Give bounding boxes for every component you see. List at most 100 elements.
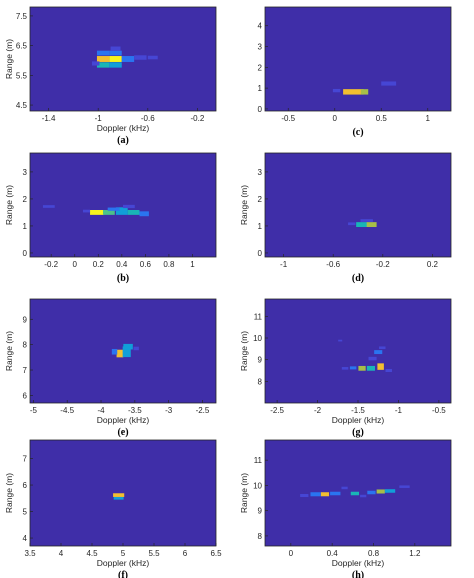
panel-caption-g: (g)	[352, 427, 364, 438]
x-tick-label-a-0: -1.4	[42, 114, 56, 123]
heatmap-cell-g-1	[366, 365, 375, 371]
x-tick-label-b-5: 0.8	[163, 260, 175, 269]
y-tick-label-d-1: 1	[258, 222, 263, 231]
heatmap-cell-b-3	[127, 210, 140, 215]
x-tick-label-b-3: 0.4	[116, 260, 128, 269]
y-tick-label-h-2: 10	[253, 481, 262, 490]
y-tick-label-e-0: 6	[23, 391, 28, 400]
x-tick-label-c-1: 0	[333, 114, 338, 123]
plot-area-c	[265, 7, 451, 111]
y-tick-label-g-0: 8	[258, 377, 263, 386]
heatmap-cell-a-10	[92, 61, 100, 66]
heatmap-cells-c	[332, 81, 397, 95]
heatmap-cell-g-9	[338, 339, 343, 342]
heatmap-cell-a-6	[121, 56, 135, 62]
heatmap-cells-b	[42, 204, 149, 217]
heatmap-cell-a-9	[110, 46, 121, 51]
y-tick-label-a-0: 4.5	[16, 101, 28, 110]
x-tick-label-b-6: 1	[190, 260, 195, 269]
x-tick-label-f-5: 6	[183, 549, 188, 558]
x-tick-label-h-1: 0.4	[327, 549, 339, 558]
y-tick-label-h-3: 11	[254, 456, 263, 465]
axes-frame-h	[264, 439, 452, 547]
y-tick-label-f-3: 7	[23, 455, 28, 464]
x-tick-label-e-3: -3.5	[128, 406, 142, 415]
x-tick-label-d-2: -0.2	[376, 260, 390, 269]
heatmap-cell-h-5	[384, 489, 396, 493]
y-tick-label-c-0: 0	[258, 105, 263, 114]
x-tick-label-d-0: -1	[280, 260, 288, 269]
heatmap-cell-e-3	[111, 348, 118, 355]
x-tick-label-h-3: 1.2	[409, 549, 421, 558]
panel-caption-e: (e)	[117, 427, 128, 438]
x-tick-label-f-0: 3.5	[24, 549, 36, 558]
panel-b: -0.2 0 0.2 0.4 0.6 0.8 1 0 1 2 3 Range (m) (b)	[4, 152, 217, 284]
heatmap-cell-b-7	[42, 205, 55, 208]
x-tick-label-c-3: 1	[426, 114, 431, 123]
heatmap-cell-h-7	[399, 485, 410, 488]
panel-c: -0.5 0 0.5 1 0 1 2 3 4 (c)	[258, 6, 452, 138]
panel-a: -1.4 -1 -0.6 -0.2 4.5 5.5 6.5 7.5 Doppler (kHz) R…	[4, 6, 217, 146]
plot-area-d	[265, 153, 451, 257]
panel-h: 0 0.4 0.8 1.2 8 9 10 11 Doppler (kHz) Range (m) (h…	[239, 439, 452, 578]
y-axis-label-e: Range (m)	[4, 331, 14, 371]
heatmap-cell-g-4	[349, 366, 357, 370]
panel-f: 3.5 4 4.5 5 5.5 6 6.5 4 5 6 7 Doppler (kHz) Range (m…	[4, 439, 222, 578]
heatmap-cell-b-8	[82, 209, 91, 213]
heatmap-cell-g-6	[368, 356, 377, 361]
y-tick-label-c-3: 3	[258, 43, 263, 52]
heatmap-cell-c-1	[360, 89, 369, 95]
heatmap-cell-c-2	[381, 81, 397, 86]
heatmap-cell-h-3	[350, 491, 360, 496]
heatmap-cell-f-1	[113, 496, 124, 500]
x-tick-label-a-3: -0.2	[191, 114, 205, 123]
y-tick-label-h-1: 9	[258, 507, 263, 516]
y-tick-label-h-0: 8	[258, 532, 263, 541]
x-tick-label-c-2: 0.5	[376, 114, 388, 123]
y-axis-label-h: Range (m)	[239, 473, 249, 513]
x-tick-label-f-2: 4.5	[86, 549, 98, 558]
heatmap-cell-h-1	[310, 492, 321, 497]
heatmap-cell-e-1	[122, 346, 131, 358]
y-tick-label-d-3: 3	[258, 168, 263, 177]
heatmap-cell-g-7	[385, 368, 392, 373]
x-tick-label-e-4: -3	[165, 406, 173, 415]
heatmap-cell-a-3	[109, 62, 122, 68]
y-tick-label-g-1: 9	[258, 356, 263, 365]
heatmap-cell-a-2	[96, 62, 110, 68]
heatmap-cell-b-4	[139, 211, 149, 217]
x-axis-label-a: Doppler (kHz)	[97, 123, 150, 133]
heatmap-cell-a-1	[109, 56, 122, 62]
heatmap-cell-a-0	[96, 56, 110, 62]
heatmap-cell-g-5	[341, 367, 349, 370]
heatmap-cell-g-3	[374, 350, 383, 355]
y-tick-label-d-2: 2	[258, 195, 263, 204]
heatmap-cell-f-0	[113, 493, 125, 497]
axes-frame-b	[29, 152, 217, 258]
heatmap-cell-d-0	[356, 222, 368, 228]
y-tick-label-e-3: 9	[23, 315, 28, 324]
heatmap-cell-e-2	[123, 343, 133, 350]
x-tick-label-f-1: 4	[59, 549, 64, 558]
panel-caption-h: (h)	[352, 570, 364, 578]
panel-caption-f: (f)	[118, 570, 128, 578]
y-tick-label-c-2: 2	[258, 63, 263, 72]
y-axis-label-f: Range (m)	[4, 473, 14, 513]
y-tick-label-f-2: 6	[23, 481, 28, 490]
x-tick-label-e-5: -2.5	[196, 406, 210, 415]
heatmap-cells-f	[113, 493, 125, 500]
panel-caption-c: (c)	[352, 127, 363, 138]
heatmap-cell-g-0	[358, 365, 366, 371]
x-tick-label-d-1: -0.6	[326, 260, 340, 269]
axes-frame-d	[264, 152, 452, 258]
panel-g: -2.5 -2 -1.5 -1 -0.5 8 9 10 11 Doppler (kHz) Range…	[239, 298, 452, 438]
heatmap-cells-d	[348, 219, 377, 228]
axes-frame-e	[29, 298, 217, 404]
heatmap-cell-b-2	[115, 207, 128, 215]
y-axis-label-b: Range (m)	[4, 185, 14, 225]
panel-e: -5 -4.5 -4 -3.5 -3 -2.5 6 7 8 9 Doppler (kHz) Range…	[4, 298, 217, 438]
y-tick-label-a-3: 7.5	[16, 12, 28, 21]
x-tick-label-a-1: -1	[95, 114, 103, 123]
y-tick-label-f-1: 5	[23, 508, 28, 517]
heatmap-cells-g	[338, 339, 392, 373]
